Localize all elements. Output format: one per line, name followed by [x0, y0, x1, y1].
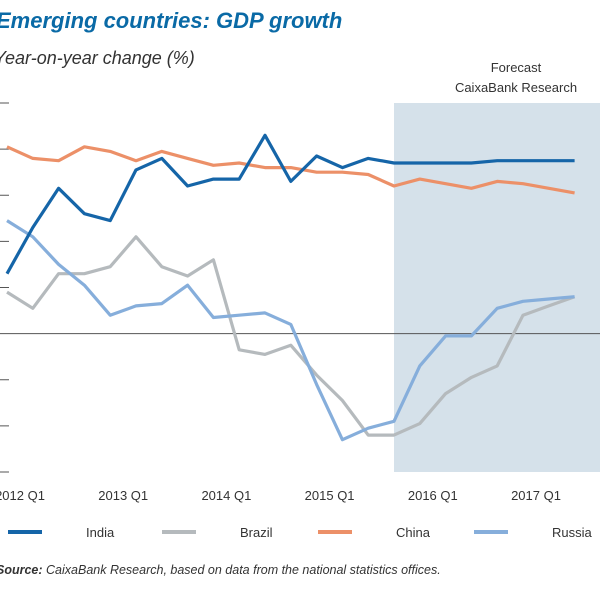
legend-label-china: China	[396, 525, 431, 540]
legend-label-brazil: Brazil	[240, 525, 273, 540]
chart-title: Emerging countries: GDP growth	[0, 8, 343, 33]
source-text: CaixaBank Research, based on data from t…	[46, 563, 441, 577]
forecast-label-line2: CaixaBank Research	[455, 80, 577, 95]
legend-label-india: India	[86, 525, 115, 540]
series-line-china	[6, 145, 575, 195]
x-tick-label: 2016 Q1	[408, 488, 458, 503]
x-tick-label: 2017 Q1	[511, 488, 561, 503]
series-line-brazil	[6, 235, 576, 437]
x-tick-label: 2015 Q1	[305, 488, 355, 503]
series-line-russia	[6, 219, 575, 442]
series-line-india	[5, 133, 575, 275]
forecast-label-line1: Forecast	[491, 60, 542, 75]
source-label: Source:	[0, 563, 43, 577]
source-note: Source: CaixaBank Research, based on dat…	[0, 563, 441, 577]
x-tick-label: 2013 Q1	[98, 488, 148, 503]
x-tick-label: 2014 Q1	[201, 488, 251, 503]
legend-label-russia: Russia	[552, 525, 593, 540]
chart-subtitle: Year-on-year change (%)	[0, 48, 195, 68]
x-tick-label: 2012 Q1	[0, 488, 45, 503]
